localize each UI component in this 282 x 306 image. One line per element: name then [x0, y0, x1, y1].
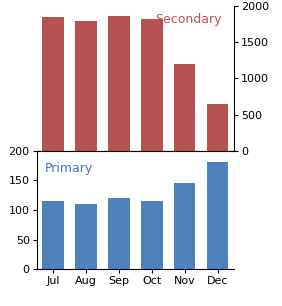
Text: Primary: Primary: [45, 162, 93, 175]
Bar: [174, 64, 195, 151]
Bar: [42, 201, 64, 269]
Bar: [75, 21, 97, 151]
Bar: [108, 16, 130, 151]
Bar: [108, 198, 130, 269]
Bar: [207, 162, 228, 269]
Bar: [207, 104, 228, 151]
Bar: [42, 17, 64, 151]
Bar: [75, 204, 97, 269]
Text: Secondary: Secondary: [155, 13, 222, 27]
Bar: [141, 201, 162, 269]
Bar: [174, 183, 195, 269]
Bar: [141, 19, 162, 151]
